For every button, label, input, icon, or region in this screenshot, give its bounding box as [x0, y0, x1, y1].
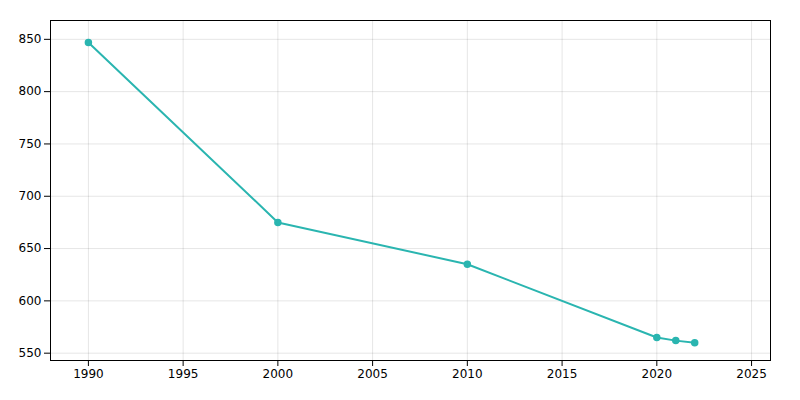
svg-text:600: 600 [19, 294, 42, 308]
svg-text:700: 700 [19, 189, 42, 203]
svg-text:2005: 2005 [357, 367, 388, 381]
svg-text:850: 850 [19, 32, 42, 46]
svg-text:650: 650 [19, 241, 42, 255]
svg-text:2015: 2015 [547, 367, 578, 381]
svg-text:750: 750 [19, 137, 42, 151]
svg-text:550: 550 [19, 346, 42, 360]
svg-text:1990: 1990 [73, 367, 104, 381]
svg-text:2010: 2010 [452, 367, 483, 381]
svg-text:2025: 2025 [736, 367, 767, 381]
svg-text:2020: 2020 [642, 367, 673, 381]
svg-text:2000: 2000 [263, 367, 294, 381]
svg-text:1995: 1995 [168, 367, 199, 381]
svg-text:800: 800 [19, 84, 42, 98]
